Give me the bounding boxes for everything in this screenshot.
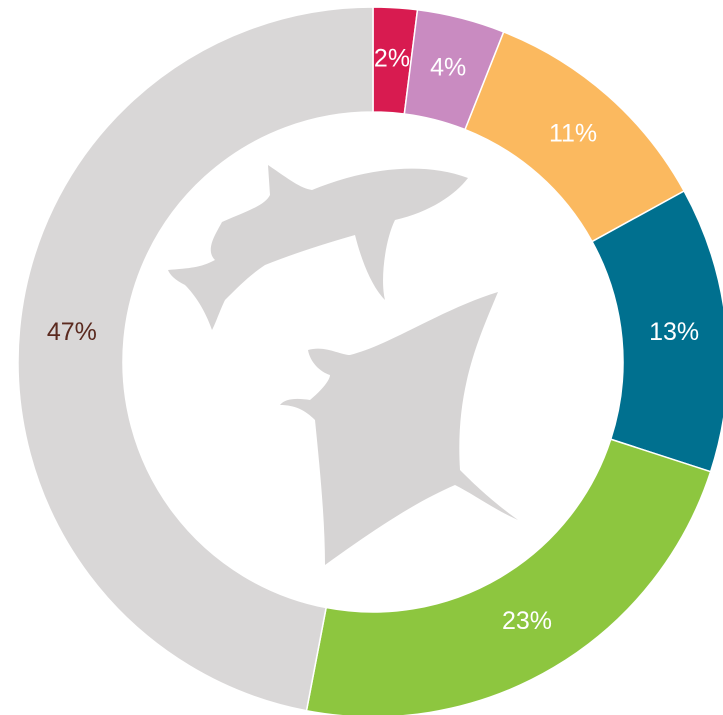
donut-segment <box>305 438 712 715</box>
value-label: 11% <box>549 120 597 148</box>
value-label: 13% <box>649 318 699 346</box>
value-label: 23% <box>502 607 552 635</box>
value-label: 2% <box>374 45 410 73</box>
shark-icon <box>168 165 468 330</box>
decoration <box>168 165 518 565</box>
segments: 2% 4% 11% 13% 23% 47% <box>17 6 723 715</box>
value-label: 4% <box>430 54 466 82</box>
donut-segment <box>17 6 374 712</box>
manta-icon <box>280 292 518 565</box>
value-label: 47% <box>47 318 97 346</box>
